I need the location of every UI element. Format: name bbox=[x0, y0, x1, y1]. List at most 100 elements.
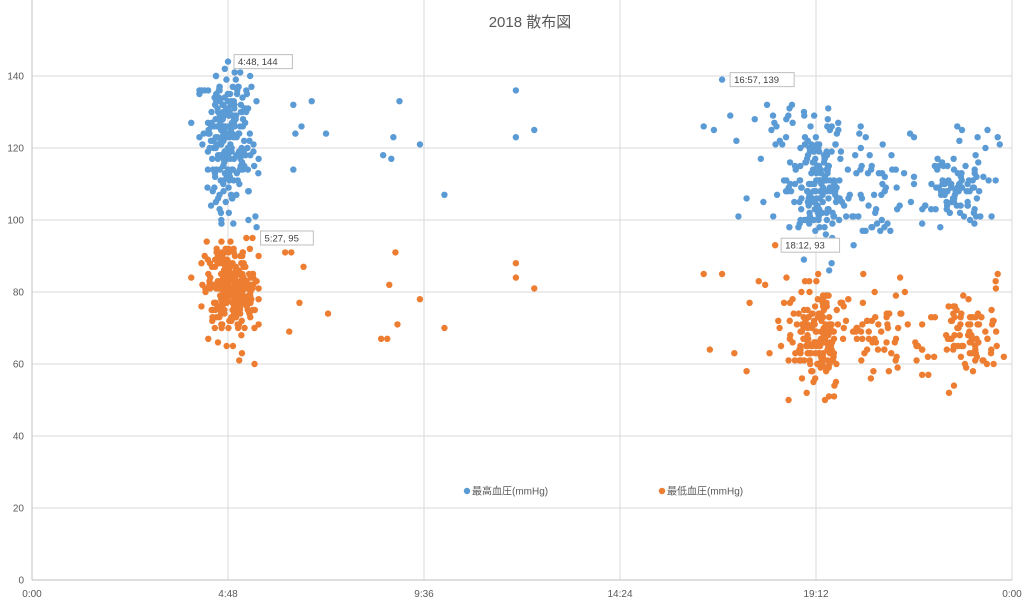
data-point bbox=[208, 155, 216, 162]
data-point bbox=[797, 162, 804, 170]
data-point bbox=[800, 335, 807, 342]
data-point bbox=[743, 195, 750, 202]
data-point bbox=[250, 141, 257, 148]
data-callouts: 4:48, 144 16:57, 139 5:27, 95 18:12, 93 bbox=[233, 54, 841, 253]
data-point bbox=[870, 191, 878, 198]
data-point bbox=[867, 375, 875, 382]
data-point bbox=[937, 224, 944, 231]
data-point bbox=[205, 270, 212, 278]
data-point bbox=[974, 134, 981, 141]
data-point bbox=[813, 170, 820, 177]
data-point bbox=[837, 155, 844, 162]
data-point bbox=[816, 141, 823, 148]
data-point bbox=[800, 108, 808, 116]
data-point bbox=[775, 317, 782, 324]
data-point bbox=[984, 126, 991, 134]
data-point bbox=[894, 364, 901, 371]
callout-label: 5:27, 95 bbox=[265, 234, 299, 245]
data-point bbox=[808, 368, 815, 375]
data-point bbox=[218, 324, 225, 332]
data-point bbox=[243, 303, 251, 310]
data-point bbox=[800, 256, 808, 263]
data-point bbox=[962, 364, 970, 371]
legend-marker bbox=[658, 487, 666, 495]
data-point bbox=[963, 188, 970, 195]
data-point bbox=[236, 130, 243, 137]
data-point bbox=[441, 324, 448, 332]
data-point bbox=[718, 270, 726, 278]
data-point bbox=[211, 263, 219, 270]
data-point bbox=[810, 216, 817, 224]
data-point bbox=[255, 296, 262, 303]
data-point bbox=[874, 346, 882, 353]
data-point bbox=[966, 216, 974, 224]
data-point bbox=[783, 274, 790, 281]
data-point bbox=[232, 281, 240, 288]
data-point bbox=[823, 209, 830, 216]
data-point bbox=[969, 368, 977, 375]
data-point bbox=[888, 152, 895, 159]
legend-label: 最低血圧(mmHg) bbox=[667, 485, 743, 498]
data-point bbox=[907, 198, 915, 206]
data-point bbox=[223, 296, 231, 303]
data-point bbox=[830, 393, 838, 400]
data-point bbox=[812, 375, 819, 382]
data-point bbox=[824, 116, 832, 123]
data-point bbox=[234, 177, 241, 184]
data-point bbox=[791, 162, 799, 170]
data-point bbox=[852, 328, 859, 335]
data-point bbox=[814, 202, 821, 209]
data-point bbox=[836, 177, 843, 184]
data-point bbox=[247, 152, 254, 159]
data-point bbox=[823, 299, 830, 306]
data-point bbox=[255, 155, 262, 162]
data-point bbox=[243, 90, 251, 98]
legend[interactable]: 最高血圧(mmHg) 最低血圧(mmHg) bbox=[463, 485, 743, 498]
data-point bbox=[870, 368, 877, 375]
data-point bbox=[808, 180, 815, 188]
x-tick-label: 4:48 bbox=[218, 589, 238, 600]
data-point bbox=[238, 270, 245, 278]
data-point bbox=[857, 123, 864, 130]
legend-item[interactable]: 最高血圧(mmHg) bbox=[463, 485, 548, 498]
data-point bbox=[958, 126, 966, 134]
data-point bbox=[872, 314, 879, 321]
data-point bbox=[797, 328, 804, 335]
data-point bbox=[241, 324, 248, 332]
data-point bbox=[207, 137, 215, 144]
data-point bbox=[832, 378, 840, 386]
data-point bbox=[233, 191, 240, 198]
data-point bbox=[918, 220, 926, 227]
data-point bbox=[766, 350, 773, 357]
data-point bbox=[817, 328, 825, 335]
data-point bbox=[956, 332, 964, 339]
data-point bbox=[879, 180, 886, 188]
data-point bbox=[225, 209, 233, 216]
data-point bbox=[416, 141, 424, 148]
data-point bbox=[835, 126, 842, 134]
data-point bbox=[379, 152, 387, 159]
data-point bbox=[810, 148, 818, 155]
data-point bbox=[825, 314, 833, 321]
data-point bbox=[951, 332, 958, 339]
data-point bbox=[842, 317, 850, 324]
data-point bbox=[785, 112, 792, 119]
data-point bbox=[212, 72, 220, 80]
legend-item[interactable]: 最低血圧(mmHg) bbox=[658, 485, 743, 498]
data-point bbox=[228, 144, 235, 152]
data-point bbox=[943, 346, 951, 353]
data-point bbox=[951, 195, 958, 202]
data-point bbox=[388, 155, 395, 162]
data-point bbox=[958, 177, 966, 184]
data-point bbox=[244, 105, 252, 112]
data-point bbox=[771, 242, 779, 249]
data-point bbox=[760, 198, 767, 206]
data-point bbox=[244, 144, 251, 152]
data-point bbox=[817, 170, 825, 177]
data-point bbox=[785, 396, 792, 404]
data-point bbox=[877, 227, 884, 234]
callout-box bbox=[780, 237, 841, 253]
data-point bbox=[840, 324, 847, 332]
data-point bbox=[200, 130, 207, 137]
